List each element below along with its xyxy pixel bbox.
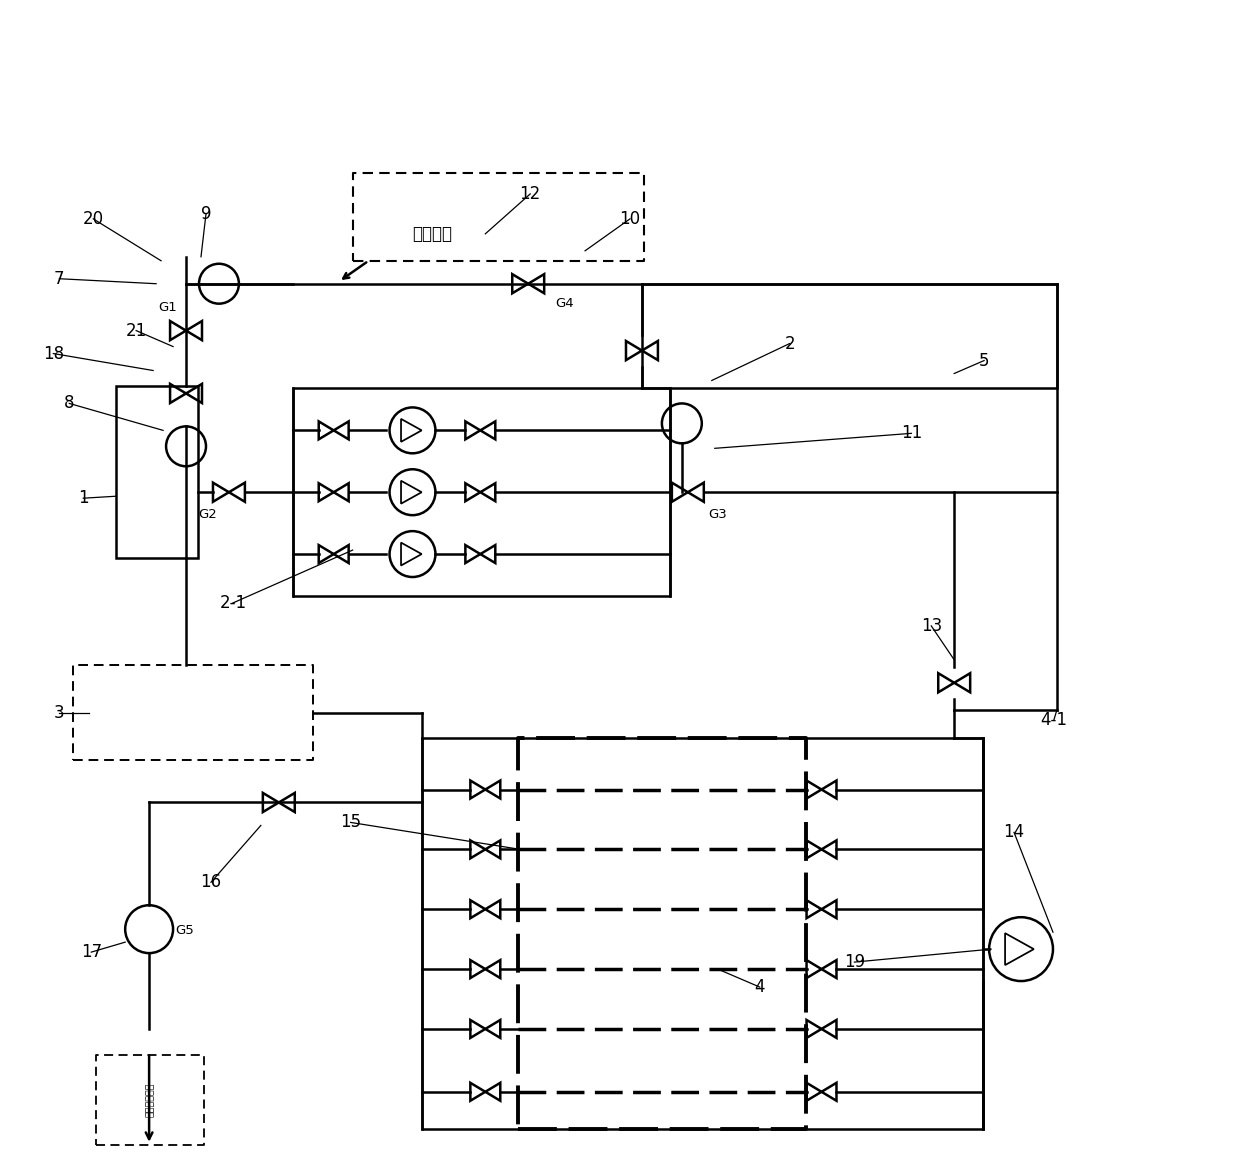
Text: 1: 1 (78, 489, 88, 507)
Text: 17: 17 (81, 943, 102, 961)
Text: 18: 18 (43, 345, 64, 362)
Text: 3: 3 (55, 703, 64, 722)
Text: 8: 8 (64, 395, 74, 412)
Text: 4-1: 4-1 (1040, 710, 1068, 729)
Text: G2: G2 (198, 508, 217, 521)
Text: 21: 21 (125, 321, 146, 340)
Text: 11: 11 (900, 424, 921, 443)
Text: 14: 14 (1003, 823, 1024, 841)
Text: 19: 19 (844, 953, 866, 971)
Text: 15: 15 (340, 813, 361, 832)
Bar (293, 389, 670, 596)
Text: 20: 20 (83, 210, 104, 228)
Text: 4: 4 (754, 978, 765, 996)
Text: 5: 5 (978, 352, 990, 369)
Text: 13: 13 (920, 617, 942, 635)
Text: 去下一级泵站: 去下一级泵站 (145, 1083, 155, 1117)
Text: G5: G5 (175, 924, 193, 937)
Text: G4: G4 (556, 297, 574, 310)
Text: 7: 7 (55, 270, 64, 287)
Text: G1: G1 (159, 300, 177, 314)
Bar (642, 284, 1056, 389)
Bar (117, 387, 198, 558)
Text: 10: 10 (620, 210, 641, 228)
Text: G3: G3 (708, 508, 727, 521)
Text: 上游来浆: 上游来浆 (413, 224, 453, 243)
Text: 12: 12 (520, 185, 541, 203)
Text: 2: 2 (784, 334, 795, 353)
Bar (423, 738, 983, 1128)
Text: 16: 16 (201, 874, 222, 891)
Text: 2-1: 2-1 (219, 595, 247, 612)
Text: 9: 9 (201, 204, 211, 223)
